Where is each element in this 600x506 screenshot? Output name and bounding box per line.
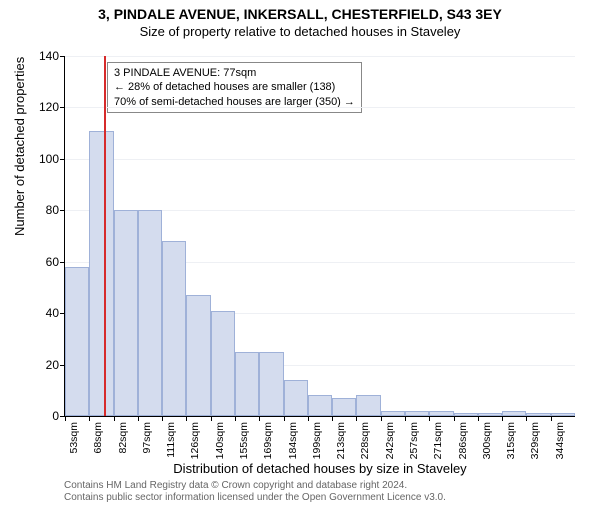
histogram-bar — [551, 413, 575, 416]
xtick-mark — [89, 416, 90, 421]
ytick-mark — [60, 210, 65, 211]
xtick-mark — [526, 416, 527, 421]
ytick-label: 80 — [46, 203, 59, 217]
xtick-label: 184sqm — [287, 422, 299, 459]
xtick-label: 315sqm — [505, 422, 517, 459]
grid-line — [65, 107, 575, 108]
histogram-bar — [211, 311, 235, 416]
histogram-bar — [308, 395, 332, 416]
xtick-label: 242sqm — [384, 422, 396, 459]
xtick-label: 140sqm — [214, 422, 226, 459]
histogram-bar — [138, 210, 162, 416]
histogram-bar — [502, 411, 526, 416]
xtick-mark — [211, 416, 212, 421]
x-axis-label: Distribution of detached houses by size … — [20, 461, 600, 476]
ytick-mark — [60, 262, 65, 263]
property-marker-line — [104, 56, 106, 416]
footer-line1: Contains HM Land Registry data © Crown c… — [64, 480, 446, 492]
xtick-label: 169sqm — [262, 422, 274, 459]
xtick-mark — [308, 416, 309, 421]
histogram-bar — [429, 411, 453, 416]
histogram-bar — [478, 413, 502, 416]
title-address: 3, PINDALE AVENUE, INKERSALL, CHESTERFIE… — [0, 6, 600, 22]
histogram-bar — [186, 295, 210, 416]
xtick-mark — [332, 416, 333, 421]
annotation-line1: 3 PINDALE AVENUE: 77sqm — [114, 66, 355, 80]
ytick-mark — [60, 159, 65, 160]
xtick-label: 155sqm — [238, 422, 250, 459]
xtick-label: 126sqm — [189, 422, 201, 459]
xtick-mark — [186, 416, 187, 421]
histogram-bar — [114, 210, 138, 416]
xtick-mark — [478, 416, 479, 421]
ytick-label: 120 — [39, 100, 59, 114]
ytick-label: 100 — [39, 152, 59, 166]
xtick-mark — [284, 416, 285, 421]
chart-container: 3, PINDALE AVENUE, INKERSALL, CHESTERFIE… — [0, 6, 600, 506]
ytick-mark — [60, 107, 65, 108]
xtick-mark — [138, 416, 139, 421]
xtick-label: 228sqm — [359, 422, 371, 459]
ytick-label: 40 — [46, 306, 59, 320]
xtick-label: 286sqm — [457, 422, 469, 459]
ytick-label: 0 — [52, 409, 59, 423]
histogram-bar — [405, 411, 429, 416]
xtick-mark — [502, 416, 503, 421]
xtick-mark — [235, 416, 236, 421]
xtick-label: 344sqm — [554, 422, 566, 459]
annotation-line2: ← 28% of detached houses are smaller (13… — [114, 80, 355, 94]
grid-line — [65, 56, 575, 57]
histogram-bar — [381, 411, 405, 416]
histogram-bar — [356, 395, 380, 416]
xtick-label: 97sqm — [141, 422, 153, 454]
xtick-mark — [356, 416, 357, 421]
title-subtitle: Size of property relative to detached ho… — [0, 24, 600, 39]
xtick-label: 213sqm — [335, 422, 347, 459]
plot-area: 3 PINDALE AVENUE: 77sqm ← 28% of detache… — [64, 56, 575, 417]
xtick-label: 82sqm — [117, 422, 129, 454]
footer-line2: Contains public sector information licen… — [64, 492, 446, 504]
xtick-mark — [429, 416, 430, 421]
grid-line — [65, 159, 575, 160]
xtick-label: 53sqm — [68, 422, 80, 454]
histogram-bar — [235, 352, 259, 416]
xtick-label: 329sqm — [529, 422, 541, 459]
histogram-bar — [284, 380, 308, 416]
y-axis-label: Number of detached properties — [12, 57, 27, 236]
xtick-mark — [454, 416, 455, 421]
annotation-box: 3 PINDALE AVENUE: 77sqm ← 28% of detache… — [107, 62, 362, 113]
histogram-bar — [65, 267, 89, 416]
histogram-bar — [454, 413, 478, 416]
ytick-label: 20 — [46, 358, 59, 372]
xtick-label: 199sqm — [311, 422, 323, 459]
footer-attribution: Contains HM Land Registry data © Crown c… — [64, 480, 446, 504]
xtick-label: 271sqm — [432, 422, 444, 459]
histogram-bar — [259, 352, 283, 416]
xtick-label: 111sqm — [165, 422, 177, 458]
histogram-bar — [526, 413, 550, 416]
xtick-mark — [551, 416, 552, 421]
xtick-mark — [259, 416, 260, 421]
xtick-label: 68sqm — [92, 422, 104, 454]
xtick-mark — [114, 416, 115, 421]
histogram-bar — [89, 131, 113, 416]
xtick-label: 300sqm — [481, 422, 493, 459]
histogram-bar — [332, 398, 356, 416]
xtick-mark — [65, 416, 66, 421]
xtick-mark — [405, 416, 406, 421]
ytick-label: 140 — [39, 49, 59, 63]
ytick-mark — [60, 56, 65, 57]
xtick-label: 257sqm — [408, 422, 420, 459]
histogram-bar — [162, 241, 186, 416]
ytick-label: 60 — [46, 255, 59, 269]
xtick-mark — [162, 416, 163, 421]
xtick-mark — [381, 416, 382, 421]
